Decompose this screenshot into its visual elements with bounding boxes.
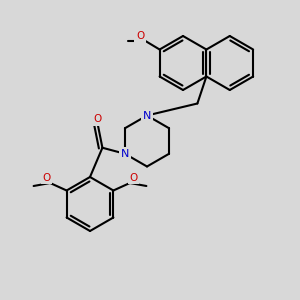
- Text: O: O: [136, 31, 144, 41]
- Text: O: O: [129, 172, 138, 183]
- Text: O: O: [42, 172, 51, 183]
- Text: N: N: [121, 149, 129, 159]
- Text: N: N: [143, 110, 151, 121]
- Text: O: O: [94, 114, 102, 124]
